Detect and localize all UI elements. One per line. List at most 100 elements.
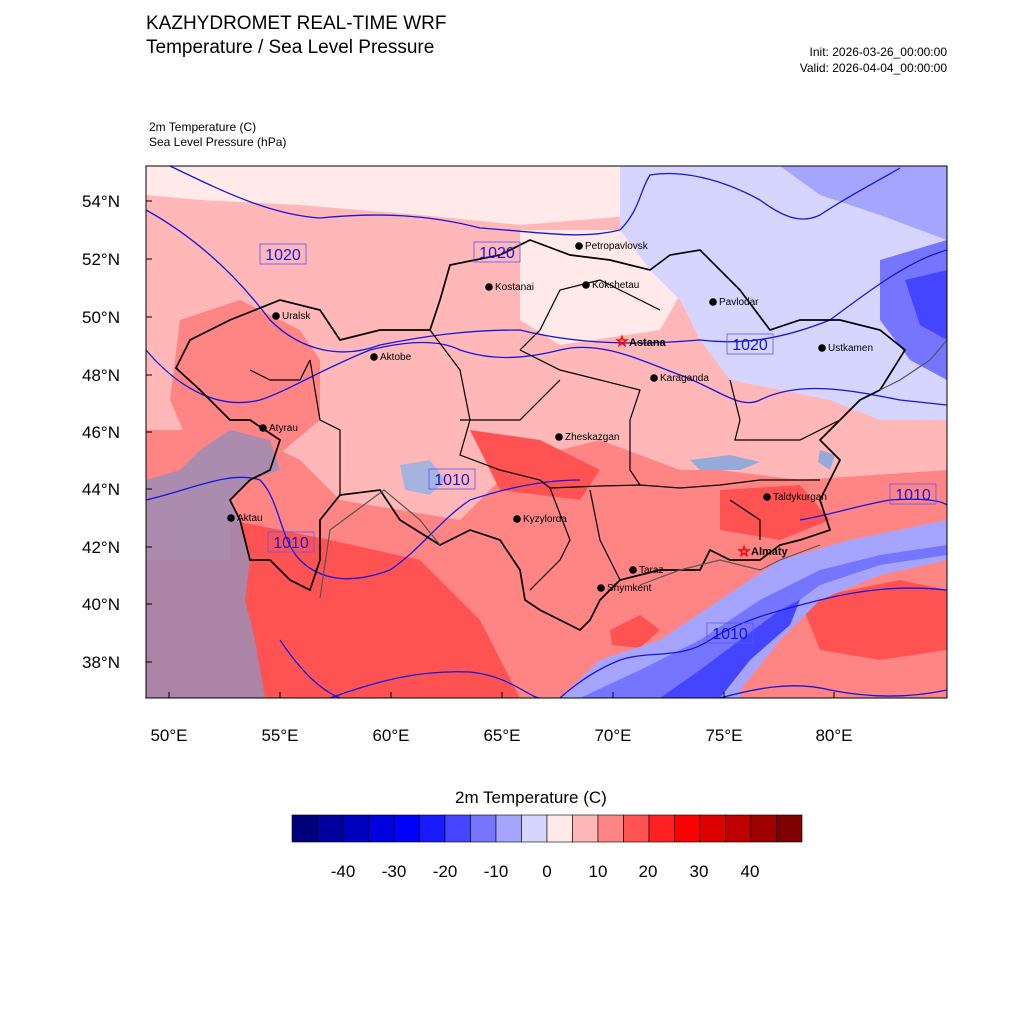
lat-label: 44°N	[82, 480, 120, 499]
field-label-pressure: Sea Level Pressure (hPa)	[149, 135, 287, 149]
city-label: Shymkent	[607, 583, 652, 594]
colorbar-swatch	[342, 814, 369, 843]
city-label: Uralsk	[282, 311, 311, 322]
region-boundaries	[249, 279, 841, 591]
city-label: Zheskazgan	[565, 432, 619, 443]
city-label: Kyzylorda	[523, 514, 567, 525]
city-label: Karaganda	[660, 373, 709, 384]
lat-label: 54°N	[82, 192, 120, 211]
field-label-temperature: 2m Temperature (C)	[149, 120, 257, 134]
lon-label: 50°E	[150, 726, 187, 745]
capital-star-icon: ☆	[616, 333, 629, 349]
colorbar-tick-label: -10	[484, 862, 509, 881]
colorbar-tick-label: 30	[690, 862, 709, 881]
lat-label: 48°N	[82, 366, 120, 385]
colorbar-swatch	[495, 814, 522, 843]
city-label: Ustkamen	[828, 343, 873, 354]
city-dot	[582, 281, 590, 289]
colorbar-swatch	[393, 814, 420, 843]
colorbar-tick-label: 0	[542, 862, 551, 881]
city-label: Aktobe	[380, 352, 412, 363]
isobar-label: 1010	[712, 626, 748, 643]
city-dot	[763, 493, 771, 501]
city-dot	[259, 424, 267, 432]
lat-label: 40°N	[82, 595, 120, 614]
colorbar-swatch	[572, 814, 599, 843]
colorbar-swatch	[623, 814, 650, 843]
city-dot	[272, 312, 280, 320]
city-dot	[650, 374, 658, 382]
colorbar-swatch	[521, 814, 548, 843]
isobar-label: 1010	[434, 472, 470, 489]
lat-label: 50°N	[82, 308, 120, 327]
lon-label: 75°E	[705, 726, 742, 745]
colorbar-tick-label: 10	[589, 862, 608, 881]
lat-label: 52°N	[82, 250, 120, 269]
lon-label: 60°E	[372, 726, 409, 745]
city-dot	[227, 514, 235, 522]
colorbar-swatch	[725, 814, 752, 843]
axis-ticks	[146, 200, 835, 698]
city-dot	[555, 433, 563, 441]
longitude-labels: 50°E 55°E 60°E 65°E 70°E 75°E 80°E	[150, 726, 852, 745]
colorbar-swatch	[470, 814, 497, 843]
colorbar-tick-label: 20	[639, 862, 658, 881]
city-label: Atyrau	[269, 423, 298, 434]
city-markers: Petropavlovsk Kostanai Kokshetau Pavloda…	[227, 241, 873, 594]
city-dot	[629, 566, 637, 574]
colorbar-swatch	[597, 814, 624, 843]
city-dot	[818, 344, 826, 352]
colorbar-title: 2m Temperature (C)	[455, 788, 607, 807]
city-dot	[597, 584, 605, 592]
city-label: Taldykurgan	[773, 492, 827, 503]
colorbar-swatch	[291, 814, 318, 843]
colorbar-swatch	[419, 814, 446, 843]
city-label: Taraz	[639, 565, 663, 576]
capital-star-icon: ☆	[738, 543, 751, 559]
colorbar	[291, 814, 803, 843]
colorbar-tick-label: -40	[331, 862, 356, 881]
colorbar-swatch	[776, 814, 803, 843]
colorbar-swatch	[546, 814, 573, 843]
isobar-label: 1020	[732, 337, 768, 354]
lon-label: 65°E	[483, 726, 520, 745]
city-dot	[513, 515, 521, 523]
latitude-labels: 54°N 52°N 50°N 48°N 46°N 44°N 42°N 40°N …	[82, 192, 120, 672]
isobar-label: 1010	[273, 535, 309, 552]
colorbar-swatch	[317, 814, 344, 843]
colorbar-swatch	[444, 814, 471, 843]
city-label: Astana	[629, 337, 667, 349]
colorbar-tick-label: -30	[382, 862, 407, 881]
map-subtitle: Temperature / Sea Level Pressure	[146, 37, 435, 58]
isobar-label: 1020	[479, 245, 515, 262]
isobar-label: 1020	[265, 247, 301, 264]
lon-label: 80°E	[815, 726, 852, 745]
temperature-field	[146, 166, 947, 698]
country-boundaries	[174, 239, 907, 632]
colorbar-swatch	[648, 814, 675, 843]
city-dot	[575, 242, 583, 250]
neighbor-boundaries	[319, 339, 948, 599]
lat-label: 42°N	[82, 538, 120, 557]
colorbar-tick-label: 40	[741, 862, 760, 881]
colorbar-tick-label: -20	[433, 862, 458, 881]
city-dot	[370, 353, 378, 361]
city-label: Petropavlovsk	[585, 241, 649, 252]
isobar-label: 1010	[895, 487, 931, 504]
colorbar-swatch	[750, 814, 777, 843]
map-title: KAZHYDROMET REAL-TIME WRF	[146, 13, 447, 34]
lat-label: 38°N	[82, 653, 120, 672]
colorbar-ticks: -40 -30 -20 -10 0 10 20 30 40	[331, 862, 760, 881]
city-label: Kokshetau	[592, 280, 639, 291]
lat-label: 46°N	[82, 423, 120, 442]
city-dot	[485, 283, 493, 291]
colorbar-swatch	[674, 814, 701, 843]
city-label: Pavlodar	[719, 297, 759, 308]
valid-time: Valid: 2026-04-04_00:00:00	[799, 61, 947, 75]
lon-label: 70°E	[594, 726, 631, 745]
city-label: Kostanai	[495, 282, 534, 293]
city-dot	[709, 298, 717, 306]
city-label: Almaty	[751, 546, 789, 558]
colorbar-swatch	[699, 814, 726, 843]
